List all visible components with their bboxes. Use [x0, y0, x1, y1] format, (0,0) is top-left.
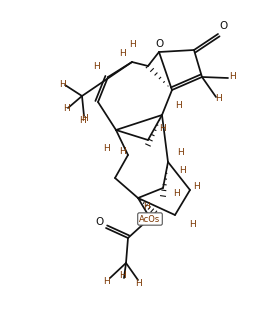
- Text: H: H: [229, 71, 235, 81]
- Text: H: H: [130, 39, 136, 49]
- Text: H: H: [215, 93, 221, 102]
- Text: H: H: [120, 147, 127, 156]
- Text: H: H: [175, 100, 181, 109]
- Text: H: H: [103, 143, 109, 153]
- Text: H: H: [119, 49, 125, 58]
- Text: O: O: [95, 217, 103, 227]
- Text: H: H: [135, 278, 141, 287]
- Text: H: H: [104, 277, 110, 286]
- Text: O: O: [155, 39, 163, 49]
- Text: AcOs: AcOs: [139, 214, 161, 223]
- Text: H: H: [82, 114, 88, 123]
- Text: H: H: [64, 103, 70, 113]
- Text: H: H: [189, 220, 195, 228]
- Text: H: H: [119, 271, 125, 281]
- Text: H: H: [193, 181, 199, 190]
- Text: O: O: [219, 21, 227, 31]
- Text: H: H: [80, 116, 86, 124]
- Text: H: H: [59, 79, 65, 89]
- Text: H: H: [144, 202, 150, 211]
- Text: H: H: [160, 124, 166, 132]
- Text: H: H: [177, 148, 183, 156]
- Text: H: H: [174, 188, 180, 197]
- Text: H: H: [93, 61, 99, 70]
- Text: H: H: [180, 165, 186, 174]
